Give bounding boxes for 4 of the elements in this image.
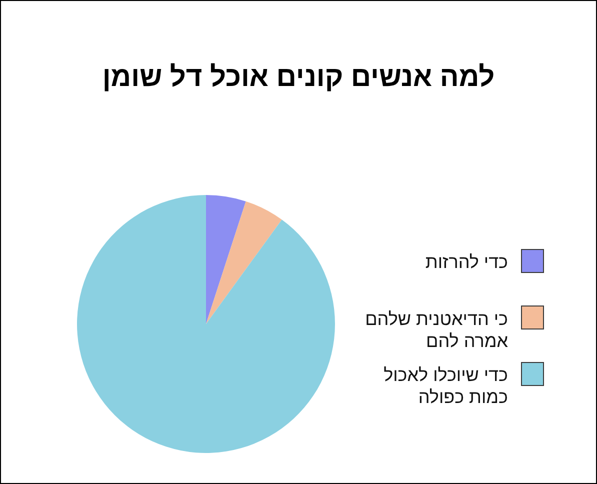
legend-label: כי הדיאטנית שלהם אמרה להם (364, 308, 508, 352)
legend-label: כדי שיוכלו לאכול כמות כפולה (382, 364, 508, 408)
legend-label: כדי להרזות (424, 251, 508, 273)
chart-title: למה אנשים קונים אוכל דל שומן (101, 60, 496, 94)
